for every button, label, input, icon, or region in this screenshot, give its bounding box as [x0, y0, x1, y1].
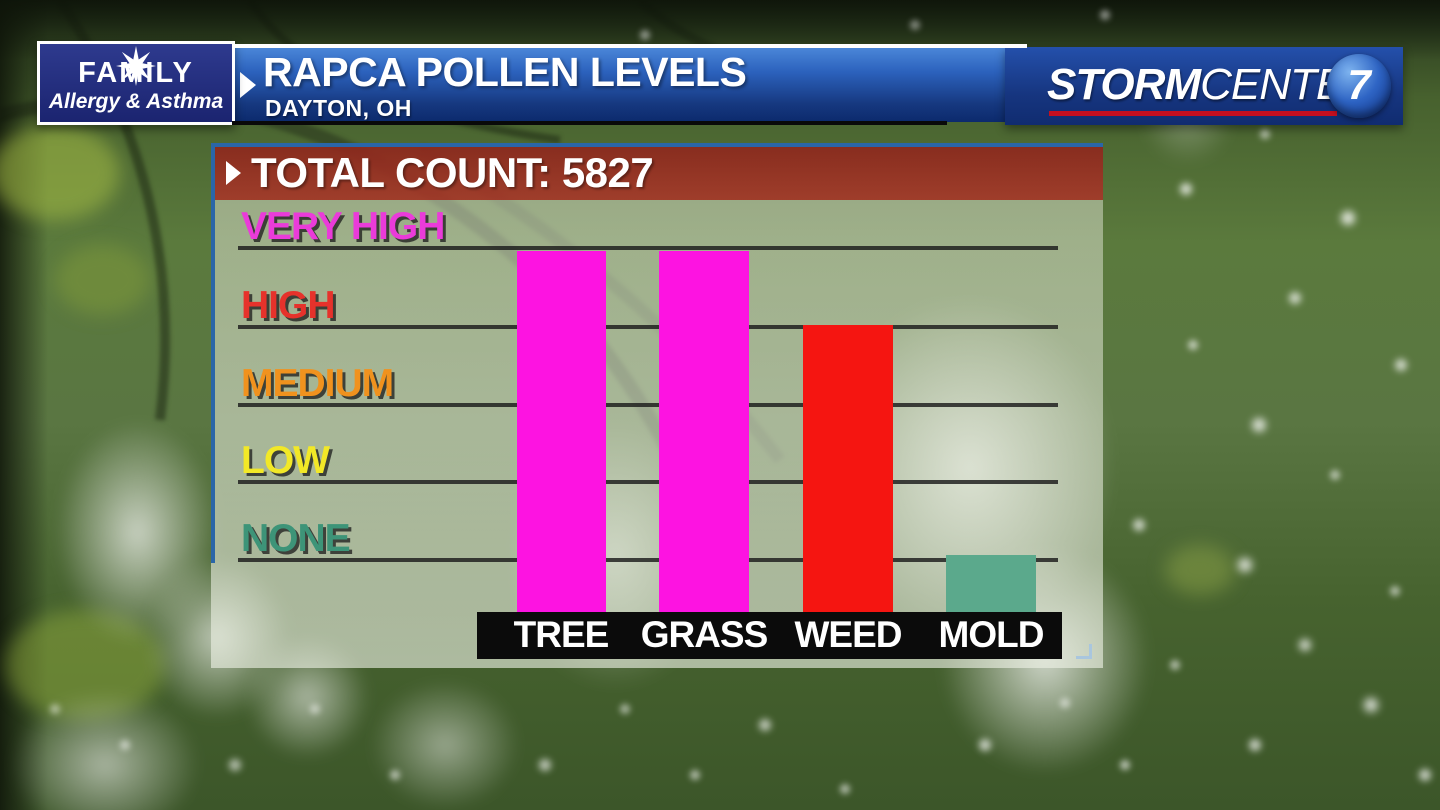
pollen-chart-panel: TOTAL COUNT: 5827 VERY HIGH HIGH MEDIUM …: [211, 143, 1103, 668]
banner-top-edge: [232, 44, 1027, 48]
level-label-low: LOW: [241, 439, 330, 482]
corner-bracket-icon: [1076, 644, 1092, 659]
banner-bottom-edge: [232, 121, 947, 125]
gridline-very-high: [238, 246, 1058, 250]
storm-text: STORM: [1047, 60, 1201, 109]
gridline-medium: [238, 403, 1058, 407]
panel-border-left: [211, 143, 215, 563]
total-count-label: TOTAL COUNT: 5827: [251, 149, 654, 196]
channel-7-badge: 7: [1327, 54, 1391, 118]
catkin-blob: [10, 690, 200, 810]
stormcenter-underline: [1049, 111, 1337, 116]
arrow-icon: [240, 72, 256, 98]
leaf-blob: [55, 245, 150, 315]
sponsor-logo-family-allergy-asthma: FAMILY Allergy & Asthma: [37, 41, 235, 125]
category-label-grass: GRASS: [640, 614, 769, 655]
bar-tree: [517, 251, 606, 612]
leaf-blob: [1165, 545, 1235, 595]
pollen-fluff: [0, 0, 6, 6]
gridline-none: [238, 558, 1058, 562]
title-banner: RAPCA POLLEN LEVELS DAYTON, OH: [232, 48, 1005, 122]
level-label-high: HIGH: [241, 284, 335, 327]
panel-border-top: [211, 143, 1103, 147]
bar-grass: [659, 251, 749, 612]
gridline-low: [238, 480, 1058, 484]
level-label-medium: MEDIUM: [241, 362, 394, 405]
level-label-none: NONE: [241, 517, 351, 560]
total-count-bar: TOTAL COUNT: 5827: [215, 147, 1103, 200]
level-label-very-high: VERY HIGH: [241, 205, 445, 248]
leaf-blob: [0, 125, 120, 220]
catkin-blob: [370, 680, 520, 810]
page-title: RAPCA POLLEN LEVELS: [263, 49, 747, 95]
bar-weed: [803, 325, 893, 612]
gridline-high: [238, 325, 1058, 329]
category-label-weed: WEED: [794, 614, 903, 655]
page-subtitle: DAYTON, OH: [265, 95, 412, 121]
category-axis-bar: TREE GRASS WEED MOLD: [477, 612, 1062, 659]
category-label-mold: MOLD: [938, 614, 1045, 655]
arrow-icon: [226, 161, 241, 185]
category-label-tree: TREE: [513, 614, 610, 655]
stormcenter-wordmark: STORMCENTER: [1047, 60, 1376, 109]
bar-mold: [946, 555, 1036, 612]
stormcenter-logo-box: STORMCENTER 7: [1005, 47, 1403, 125]
sponsor-tagline: Allergy & Asthma: [48, 90, 224, 113]
starburst-icon: [116, 46, 156, 86]
